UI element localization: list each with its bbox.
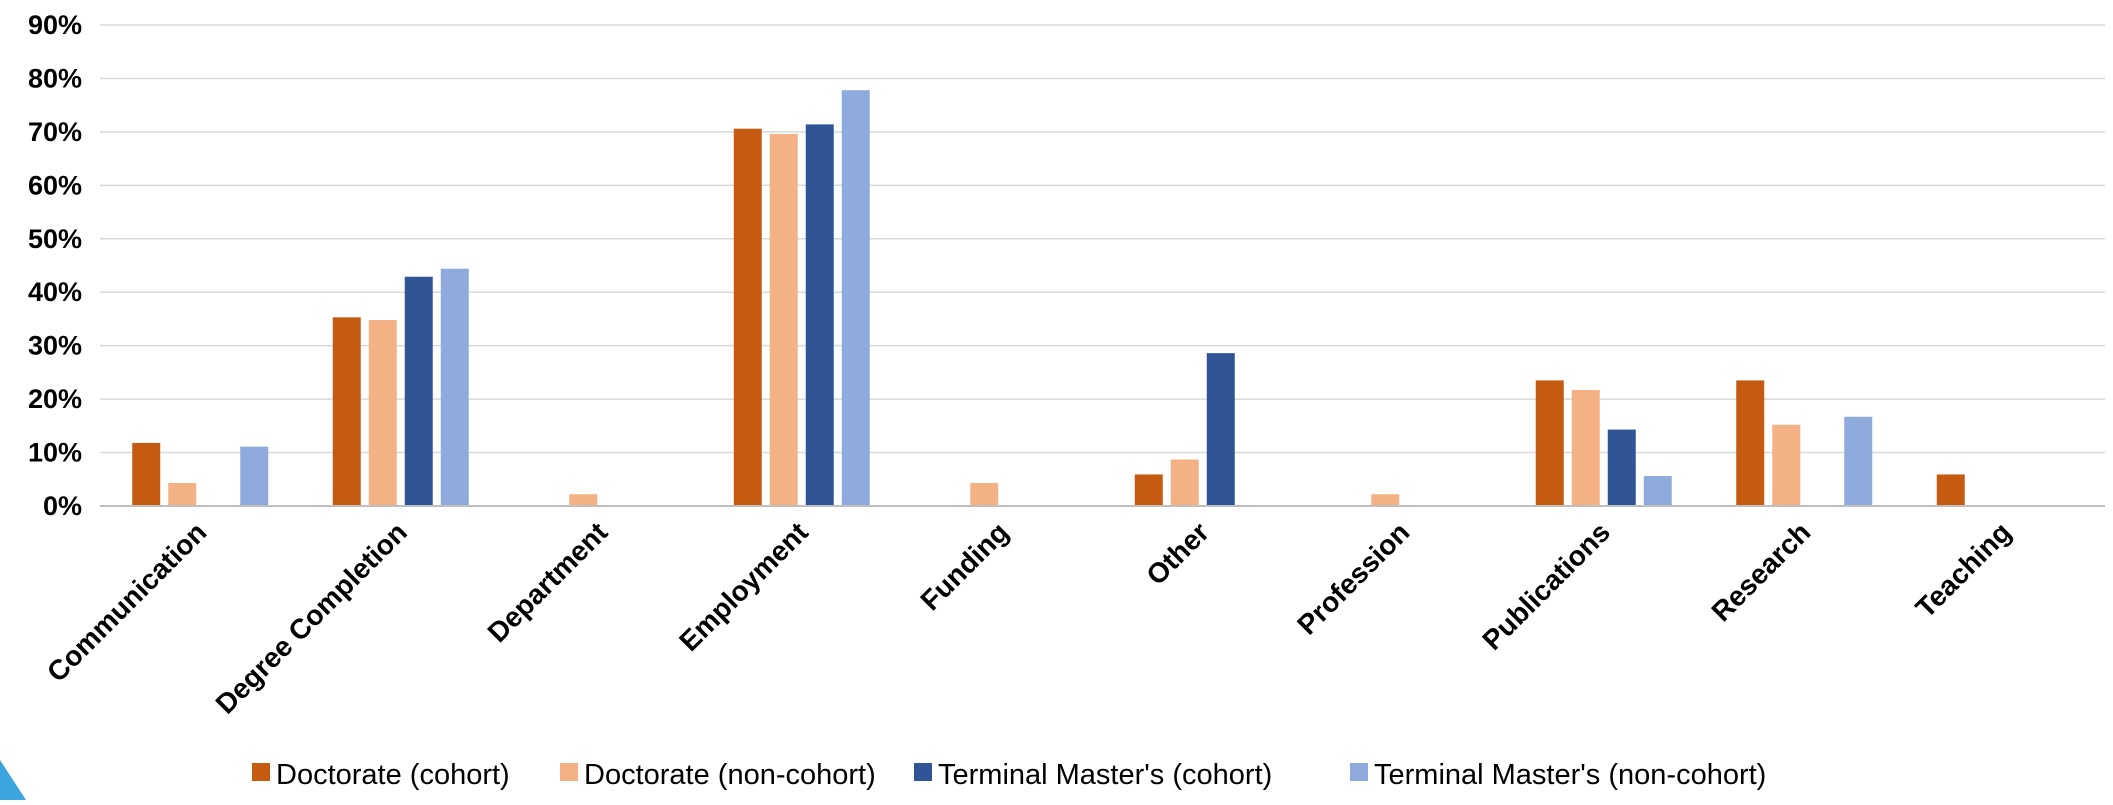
bar [1535,380,1564,506]
x-category-label: Other [1140,516,1215,591]
x-category-label: Publications [1476,516,1616,656]
bar [1736,380,1765,506]
y-tick-label: 40% [28,277,82,307]
bar [368,320,397,506]
bars [132,90,1965,507]
bar [769,134,798,506]
corner-accent-shape [0,760,26,800]
legend-label: Terminal Master's (cohort) [938,759,1272,791]
bar [332,317,361,506]
y-tick-label: 90% [28,10,82,40]
bar [1643,476,1672,506]
bar [1170,459,1199,506]
x-category-label: Department [482,516,614,648]
x-category-label: Teaching [1910,516,2017,623]
bar [1772,424,1801,506]
x-category-label: Research [1705,516,1816,627]
y-tick-label: 30% [28,331,82,361]
x-category-label: Funding [915,516,1015,616]
bar [569,494,598,506]
bar [841,90,870,507]
x-category-label: Profession [1291,516,1415,640]
x-category-label: Degree Completion [210,516,413,719]
bar [970,483,999,506]
x-category-label: Communication [41,516,213,688]
bar [1571,390,1600,506]
legend: Doctorate (cohort) Doctorate (non-cohort)… [252,759,1766,791]
bar [733,128,762,506]
x-category-label: Employment [673,516,814,657]
bar [1936,474,1965,506]
y-tick-label: 60% [28,170,82,200]
gridlines [100,24,2105,454]
bar [1607,429,1636,506]
y-tick-label: 10% [28,438,82,468]
bar [1206,353,1235,506]
bar [1134,474,1163,506]
bar [805,124,834,506]
bar [240,446,269,506]
legend-label: Terminal Master's (non-cohort) [1374,759,1766,791]
bar [1844,416,1873,506]
bar [168,483,197,506]
y-tick-label: 70% [28,117,82,147]
legend-label: Doctorate (cohort) [276,759,510,791]
legend-swatch [914,763,932,781]
bar [1371,494,1400,506]
bar [404,276,433,506]
legend-swatch [1350,763,1368,781]
bar [440,268,469,506]
legend-label: Doctorate (non-cohort) [584,759,876,791]
legend-swatch [252,763,270,781]
y-axis-tick-labels: 0% 10% 20% 30% 40% 50% 60% 70% 80% 90% [28,10,82,521]
y-tick-label: 80% [28,63,82,93]
legend-swatch [560,763,578,781]
y-tick-label: 0% [43,491,82,521]
y-tick-label: 50% [28,224,82,254]
y-tick-label: 20% [28,384,82,414]
bar [132,442,161,506]
